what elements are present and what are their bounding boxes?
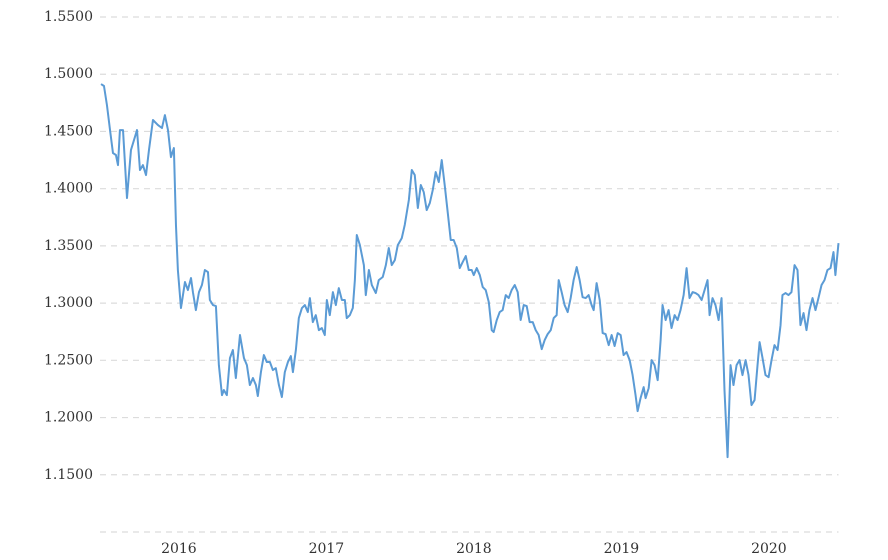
y-tick-label: 1.2500 bbox=[44, 352, 93, 368]
y-tick-label: 1.4000 bbox=[44, 181, 93, 197]
y-tick-label: 1.3500 bbox=[44, 238, 93, 254]
y-tick-label: 1.4500 bbox=[44, 123, 93, 139]
y-tick-label: 1.2000 bbox=[44, 410, 93, 426]
data-line bbox=[100, 83, 840, 459]
x-tick-label: 2020 bbox=[751, 541, 787, 557]
y-tick-label: 1.3000 bbox=[44, 295, 93, 311]
x-tick-label: 2016 bbox=[161, 541, 197, 557]
x-tick-label: 2018 bbox=[456, 541, 492, 557]
y-tick-label: 1.5500 bbox=[44, 9, 93, 25]
y-tick-label: 1.5000 bbox=[44, 66, 93, 82]
x-tick-label: 2017 bbox=[309, 541, 345, 557]
y-tick-label: 1.1500 bbox=[44, 467, 93, 483]
x-tick-label: 2019 bbox=[604, 541, 640, 557]
